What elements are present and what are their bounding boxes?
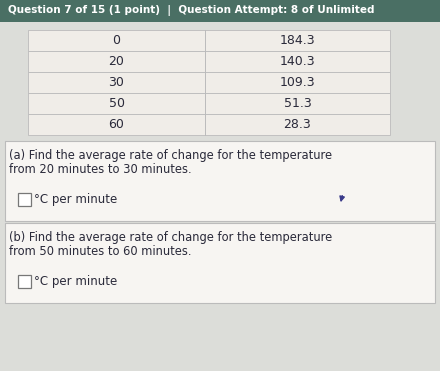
Text: 51.3: 51.3	[284, 97, 312, 110]
FancyBboxPatch shape	[28, 51, 390, 72]
Text: 30: 30	[109, 76, 125, 89]
Text: 140.3: 140.3	[280, 55, 315, 68]
Text: from 50 minutes to 60 minutes.: from 50 minutes to 60 minutes.	[9, 245, 191, 258]
Text: °C per minute: °C per minute	[34, 275, 117, 288]
FancyBboxPatch shape	[28, 30, 390, 51]
FancyBboxPatch shape	[18, 193, 31, 206]
FancyBboxPatch shape	[28, 114, 390, 135]
Text: (a) Find the average rate of change for the temperature: (a) Find the average rate of change for …	[9, 149, 332, 162]
Text: °C per minute: °C per minute	[34, 193, 117, 206]
FancyBboxPatch shape	[0, 0, 440, 22]
Text: 60: 60	[109, 118, 125, 131]
FancyBboxPatch shape	[5, 223, 435, 303]
FancyBboxPatch shape	[28, 93, 390, 114]
Text: from 20 minutes to 30 minutes.: from 20 minutes to 30 minutes.	[9, 163, 192, 176]
Text: 50: 50	[109, 97, 125, 110]
FancyBboxPatch shape	[18, 275, 31, 288]
FancyBboxPatch shape	[28, 72, 390, 93]
Text: 20: 20	[109, 55, 125, 68]
Text: 109.3: 109.3	[280, 76, 315, 89]
Text: 184.3: 184.3	[280, 34, 315, 47]
Text: Question 7 of 15 (1 point)  |  Question Attempt: 8 of Unlimited: Question 7 of 15 (1 point) | Question At…	[8, 6, 374, 16]
Text: 0: 0	[113, 34, 121, 47]
Text: (b) Find the average rate of change for the temperature: (b) Find the average rate of change for …	[9, 231, 332, 244]
FancyBboxPatch shape	[5, 141, 435, 221]
Text: 28.3: 28.3	[284, 118, 312, 131]
